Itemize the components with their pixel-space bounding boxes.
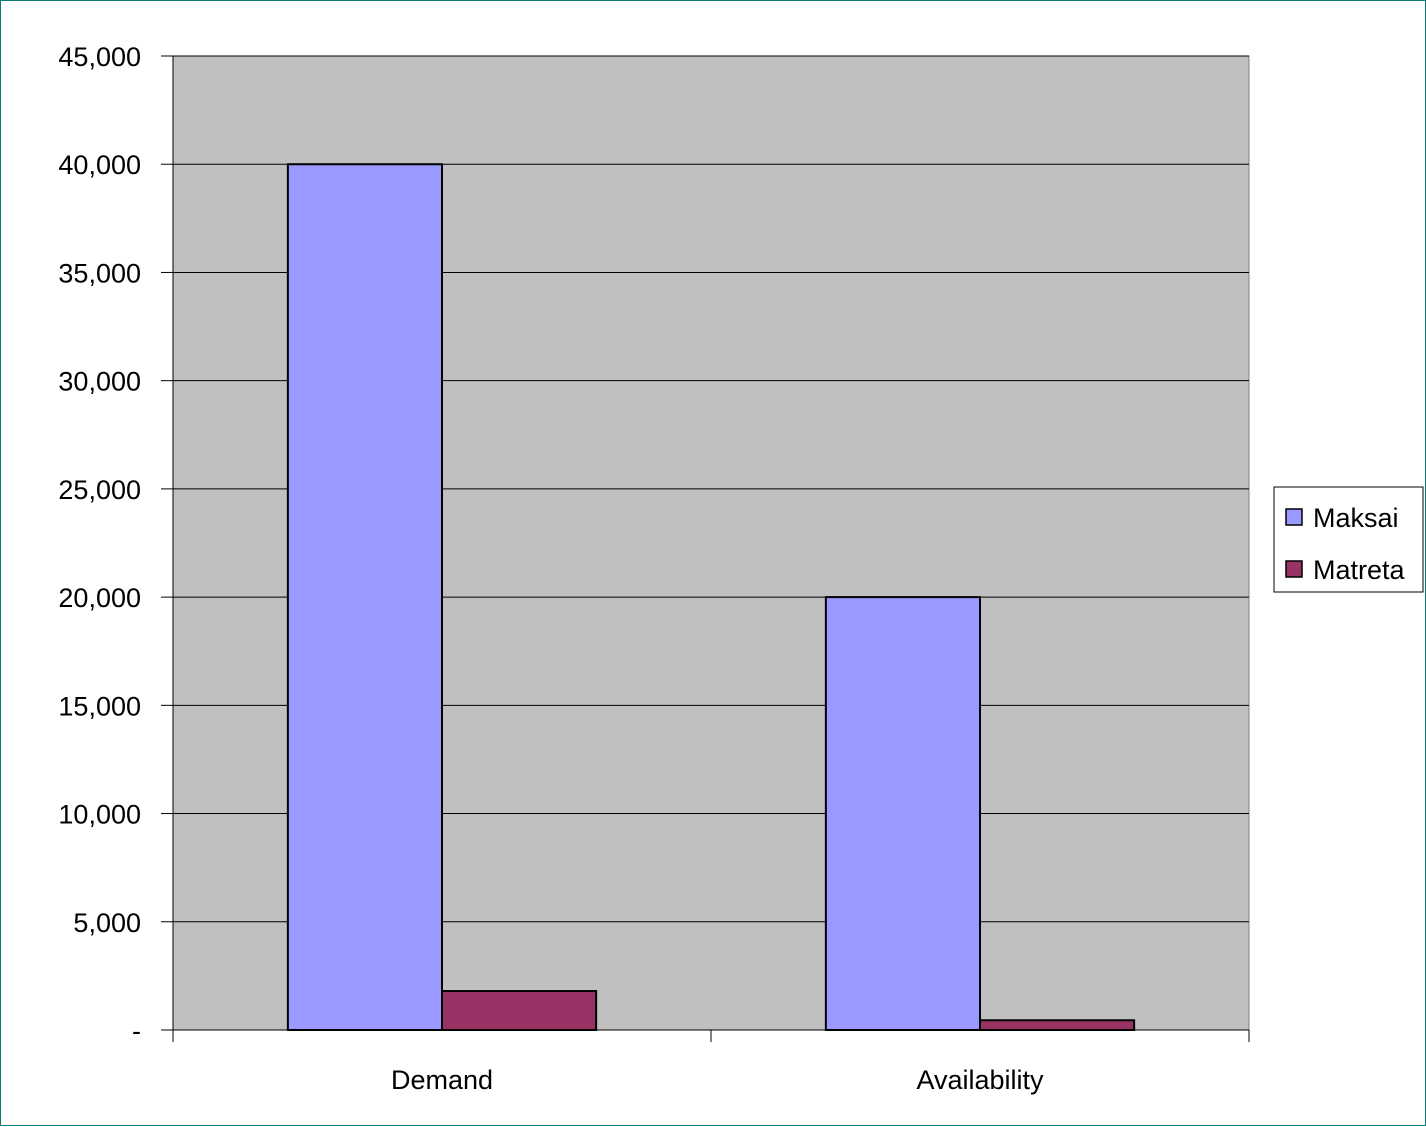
legend-label: Maksai: [1313, 503, 1399, 533]
y-tick-label: 5,000: [73, 908, 141, 938]
y-tick-label: 45,000: [58, 42, 141, 72]
bar-maksai-demand: [286, 163, 443, 1031]
plot-area: - 5,000 10,000 15,000 20,000 25,000 30,000 35,0…: [58, 42, 1250, 1095]
y-tick-label: 30,000: [58, 367, 141, 397]
x-tick-label: Demand: [391, 1065, 493, 1095]
y-tick-label: 35,000: [58, 258, 141, 288]
y-tick-label: 40,000: [58, 150, 141, 180]
y-tick-label: 20,000: [58, 583, 141, 613]
y-tick-label: 10,000: [58, 800, 141, 830]
legend-label: Matreta: [1313, 555, 1406, 585]
legend: Maksai Matreta: [1273, 486, 1424, 593]
y-tick-label: 25,000: [58, 475, 141, 505]
y-tick-label: -: [132, 1016, 141, 1046]
legend-swatch: [1285, 508, 1303, 526]
legend-swatch: [1285, 560, 1303, 578]
bar-matreta-demand: [441, 990, 598, 1031]
x-tick-label: Availability: [916, 1065, 1044, 1095]
bar-maksai-availability: [824, 596, 981, 1031]
y-tick-label: 15,000: [58, 691, 141, 721]
bar-matreta-availability: [979, 1019, 1136, 1032]
